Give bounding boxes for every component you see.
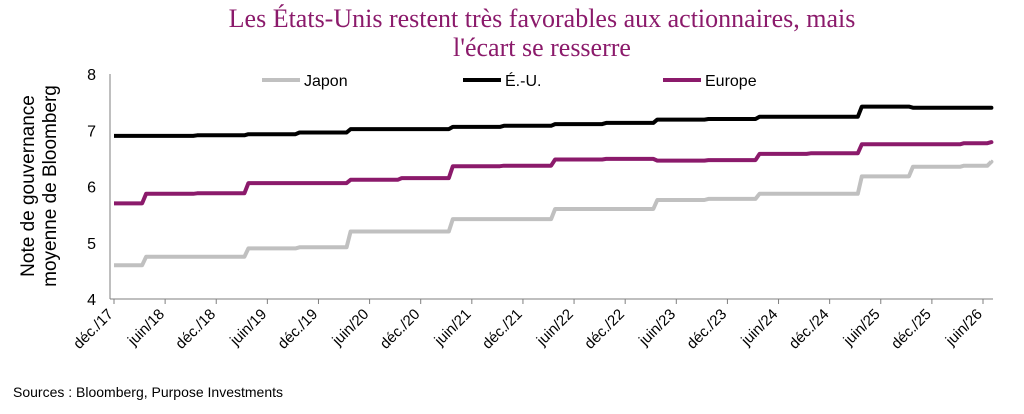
x-tick-label: déc./24	[786, 306, 833, 353]
y-tick-label: 8	[87, 67, 96, 84]
chart-title: Les États-Unis restent très favorables a…	[60, 4, 1024, 62]
x-tick-label: juin/19	[226, 306, 270, 350]
chart-title-line-1: Les États-Unis restent très favorables a…	[228, 4, 856, 33]
x-tick-label: déc./17	[70, 306, 117, 353]
y-tick-label: 6	[87, 180, 96, 197]
chart-title-line-2: l'écart se resserre	[453, 33, 631, 62]
x-tick-label: déc./23	[683, 306, 730, 353]
x-tick-label: juin/21	[431, 306, 475, 350]
x-tick-label: déc./19	[274, 306, 321, 353]
y-tick-label: 4	[87, 292, 96, 309]
y-tick-label: 7	[87, 123, 96, 140]
x-tick-label: déc./25	[888, 306, 935, 353]
series-line-2	[114, 104, 994, 138]
y-tick-label: 5	[87, 236, 96, 253]
series-line-3	[114, 140, 994, 206]
legend-label-2: É.-U.	[505, 71, 541, 90]
x-tick-label: déc./21	[479, 306, 526, 353]
x-tick-label: juin/18	[124, 306, 168, 350]
x-tick-label: juin/23	[635, 306, 679, 350]
x-tick-label: juin/24	[737, 306, 781, 350]
series-line-1	[114, 159, 994, 268]
x-tick-label: déc./20	[377, 306, 424, 353]
x-tick-label: déc./18	[172, 306, 219, 353]
legend-label-3: Europe	[705, 73, 757, 90]
x-tick-label: juin/25	[840, 306, 884, 350]
x-tick-label: juin/20	[328, 306, 372, 350]
x-tick-label: juin/26	[942, 306, 986, 350]
legend-label-1: Japon	[304, 73, 348, 90]
x-tick-label: déc./22	[581, 306, 628, 353]
source-note: Sources : Bloomberg, Purpose Investments	[13, 384, 284, 400]
x-tick-label: juin/22	[533, 306, 577, 350]
